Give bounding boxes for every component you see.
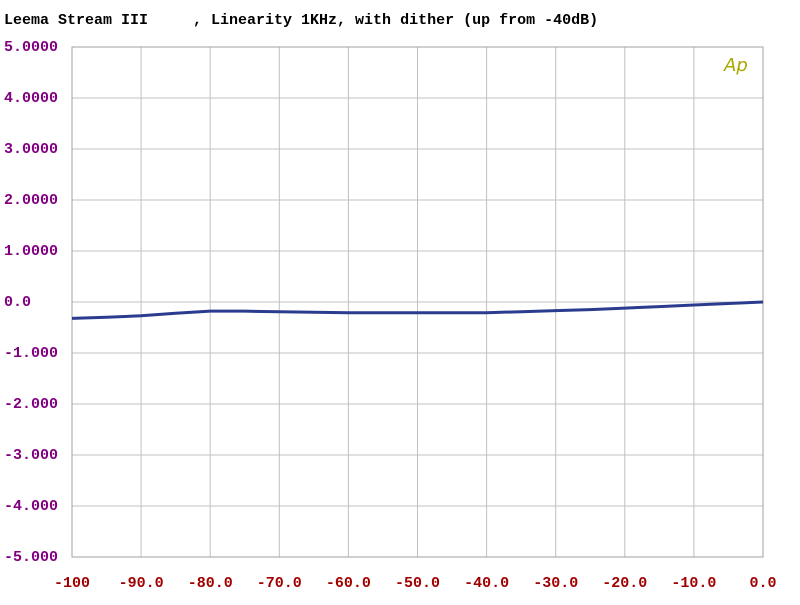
x-tick-label: -20.0: [602, 575, 647, 592]
x-tick-label: -30.0: [533, 575, 578, 592]
y-tick-label: -2.000: [4, 396, 58, 413]
ap-logo: Ap: [723, 55, 748, 76]
data-line: [71, 300, 764, 320]
x-tick-label: -40.0: [464, 575, 509, 592]
y-tick-label: -1.000: [4, 345, 58, 362]
x-tick-label: -100: [54, 575, 90, 592]
y-tick-label: -4.000: [4, 498, 58, 515]
x-tick-label: 0.0: [749, 575, 776, 592]
x-tick-label: -70.0: [257, 575, 302, 592]
y-tick-label: 2.0000: [4, 192, 58, 209]
y-tick-label: -3.000: [4, 447, 58, 464]
y-tick-label: 5.0000: [4, 39, 58, 56]
x-tick-label: -60.0: [326, 575, 371, 592]
x-tick-label: -80.0: [188, 575, 233, 592]
y-tick-label: 3.0000: [4, 141, 58, 158]
y-tick-label: 4.0000: [4, 90, 58, 107]
y-tick-label: 0.0: [4, 294, 31, 311]
chart-title: Leema Stream III , Linearity 1KHz, with …: [4, 12, 598, 29]
x-tick-label: -10.0: [671, 575, 716, 592]
y-tick-label: 1.0000: [4, 243, 58, 260]
y-tick-label: -5.000: [4, 549, 58, 566]
x-tick-label: -90.0: [119, 575, 164, 592]
x-tick-label: -50.0: [395, 575, 440, 592]
